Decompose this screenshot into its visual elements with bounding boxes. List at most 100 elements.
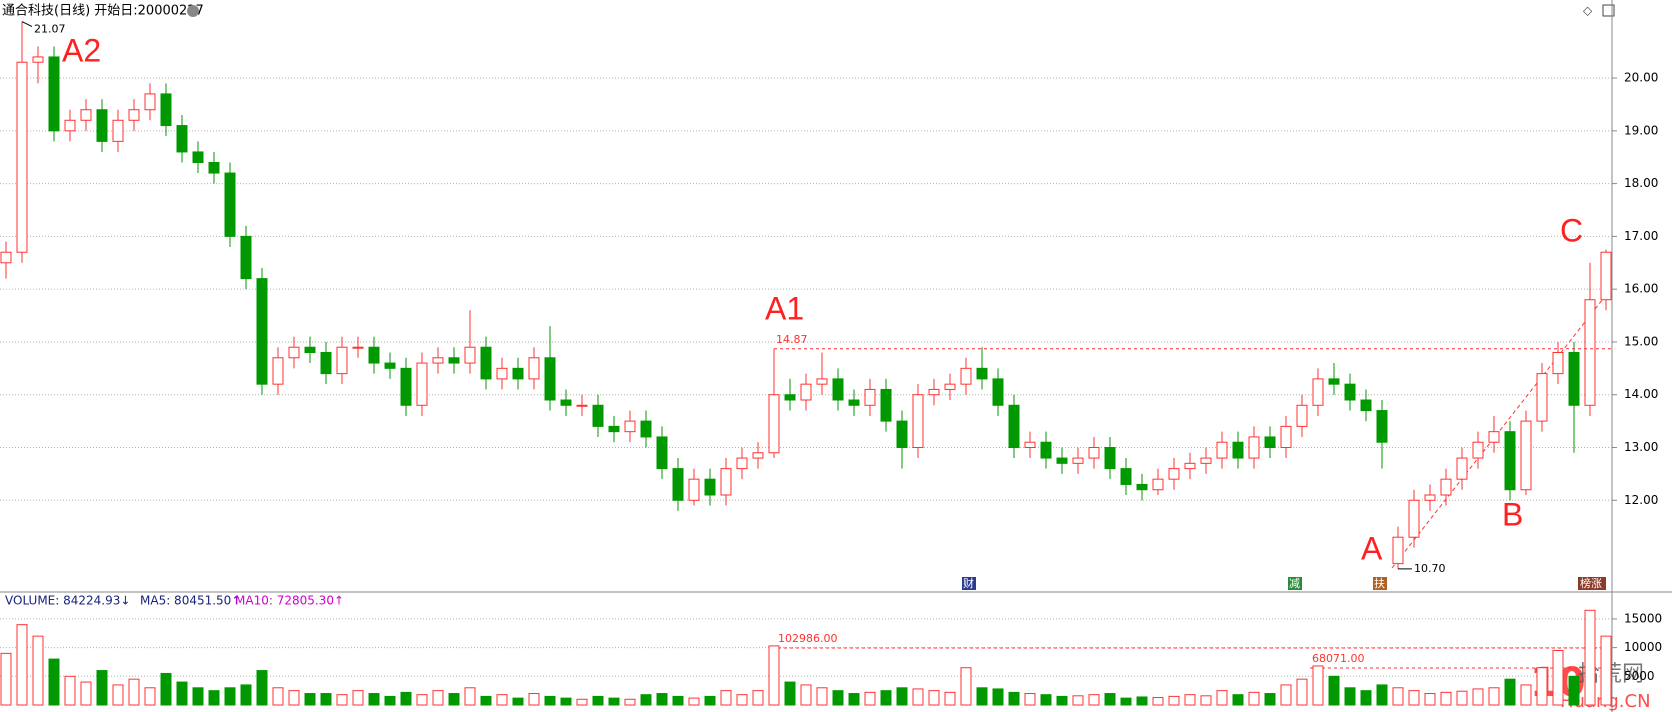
candle-body bbox=[864, 388, 876, 406]
volume-bar bbox=[1360, 690, 1372, 706]
volume-bar bbox=[592, 695, 604, 706]
volume-bar bbox=[48, 658, 60, 706]
event-marker[interactable] bbox=[1288, 577, 1302, 590]
candle-body bbox=[1392, 536, 1404, 565]
candle-body bbox=[1536, 373, 1548, 422]
volume-bar bbox=[464, 687, 476, 706]
y-tick-label: 12.00 bbox=[1624, 493, 1658, 507]
candle-body bbox=[1216, 441, 1228, 459]
candle-body bbox=[1520, 420, 1532, 491]
candle-body bbox=[1152, 478, 1164, 491]
icon-diamond[interactable]: ◇ bbox=[1583, 4, 1593, 18]
candle-body bbox=[272, 357, 284, 385]
candle-body bbox=[1072, 457, 1084, 464]
event-label[interactable]: 扶 bbox=[1374, 576, 1385, 590]
y-tick-label: 15000 bbox=[1624, 611, 1662, 625]
candle-body bbox=[1568, 352, 1580, 406]
volume-bar bbox=[224, 687, 236, 706]
volume-bar bbox=[1296, 678, 1308, 706]
candle-body bbox=[1600, 251, 1612, 301]
volume-bar bbox=[496, 694, 508, 706]
candle-body bbox=[544, 357, 556, 401]
volume-bar bbox=[896, 687, 908, 706]
volume-bar bbox=[512, 697, 524, 706]
event-marker[interactable] bbox=[1373, 577, 1387, 590]
candle-body bbox=[1264, 436, 1276, 449]
volume-bar bbox=[784, 681, 796, 706]
volume-bar bbox=[240, 684, 252, 706]
candle-body bbox=[496, 367, 508, 380]
candle-body bbox=[1136, 483, 1148, 491]
volume-bar bbox=[624, 698, 636, 706]
candle-body bbox=[1056, 457, 1068, 464]
volume-bar bbox=[1392, 687, 1404, 706]
event-marker[interactable] bbox=[962, 577, 976, 590]
candle-body bbox=[1360, 399, 1372, 412]
event-label[interactable]: 减 bbox=[1289, 577, 1300, 590]
candle-body bbox=[1344, 383, 1356, 401]
candle-body bbox=[336, 346, 348, 375]
volume-bar bbox=[192, 687, 204, 706]
candle-body bbox=[1024, 441, 1036, 449]
candle-body bbox=[112, 119, 124, 142]
volume-bar bbox=[1584, 609, 1596, 706]
candle-body bbox=[1456, 457, 1468, 480]
volume-bar bbox=[1424, 693, 1436, 706]
volume-bar bbox=[288, 690, 300, 706]
candle-body bbox=[640, 420, 652, 438]
chart-title: 通合科技(日线) 开始日:20000227 bbox=[2, 4, 204, 19]
event-label[interactable]: 财 bbox=[963, 576, 974, 590]
volume-bar bbox=[752, 690, 764, 706]
candle-body bbox=[304, 346, 316, 354]
candle-body bbox=[816, 378, 828, 385]
volume-bar bbox=[1088, 694, 1100, 706]
volume-bar bbox=[1152, 697, 1164, 706]
volume-bar bbox=[1024, 693, 1036, 706]
volume-bar bbox=[1344, 687, 1356, 706]
candle-body bbox=[832, 378, 844, 401]
volume-bar bbox=[864, 691, 876, 706]
candle-body bbox=[944, 383, 956, 390]
candle-body bbox=[480, 346, 492, 380]
y-tick-label: 17.00 bbox=[1624, 229, 1658, 243]
volume-bar bbox=[1264, 693, 1276, 706]
candle-body bbox=[16, 61, 28, 253]
icon-box[interactable] bbox=[1602, 4, 1615, 17]
candle-body bbox=[528, 357, 540, 380]
volume-bar bbox=[1328, 675, 1340, 706]
candle-body bbox=[672, 468, 684, 501]
y-tick-label: 15.00 bbox=[1624, 334, 1658, 348]
volume-bar bbox=[368, 693, 380, 706]
volume-bar bbox=[672, 695, 684, 706]
candle-body bbox=[432, 357, 444, 364]
volume-bar bbox=[96, 670, 108, 706]
event-marker[interactable] bbox=[1578, 577, 1606, 590]
candle-body bbox=[688, 478, 700, 501]
candle-body bbox=[1408, 499, 1420, 538]
candle-body bbox=[1504, 431, 1516, 491]
candle-body bbox=[224, 172, 236, 237]
volume-bar bbox=[704, 695, 716, 706]
volume-bar bbox=[1408, 690, 1420, 706]
candle-body bbox=[1312, 378, 1324, 406]
volume-bar bbox=[0, 652, 12, 706]
candle-body bbox=[720, 468, 732, 496]
volume-bar bbox=[400, 691, 412, 706]
title-icon[interactable] bbox=[187, 5, 199, 17]
candle-body bbox=[656, 436, 668, 470]
candle-body bbox=[1424, 494, 1436, 501]
candle-body bbox=[960, 367, 972, 385]
volume-note: 68071.00 bbox=[1312, 652, 1365, 665]
event-label[interactable]: 榜涨 bbox=[1580, 576, 1602, 590]
candle-body bbox=[912, 394, 924, 449]
volume-bar bbox=[1312, 665, 1324, 706]
candle-body bbox=[848, 399, 860, 406]
candle-body bbox=[896, 420, 908, 449]
volume-bar bbox=[928, 690, 940, 706]
candle-body bbox=[1248, 436, 1260, 459]
volume-bar bbox=[528, 693, 540, 706]
candle-body bbox=[624, 420, 636, 433]
volume-bar bbox=[304, 693, 316, 706]
low-label: 10.70 bbox=[1414, 562, 1446, 575]
volume-bar bbox=[1120, 697, 1132, 706]
